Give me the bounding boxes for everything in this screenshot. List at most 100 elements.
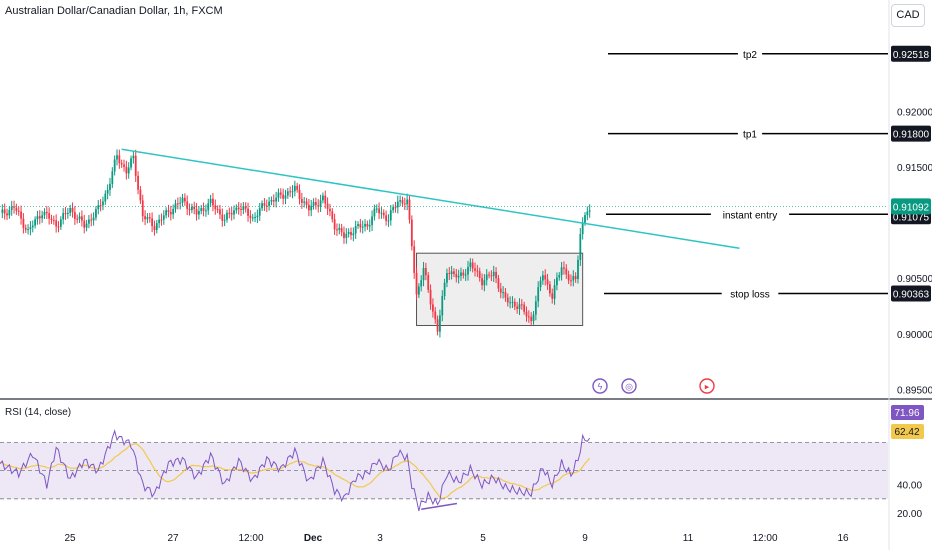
candle-body xyxy=(169,211,172,215)
candle-body xyxy=(340,227,343,233)
candle-body xyxy=(504,292,507,298)
candle-body xyxy=(382,212,385,216)
candle-body xyxy=(76,218,79,220)
candle-body xyxy=(95,209,97,218)
candle-body xyxy=(305,201,308,205)
candle-body xyxy=(581,222,584,235)
candle-body xyxy=(195,209,198,215)
candle-body xyxy=(50,218,53,221)
candle-body xyxy=(139,189,142,201)
candle-body xyxy=(523,304,526,312)
flag-icon-glyph: ▸ xyxy=(705,382,710,392)
price-level-badge xyxy=(891,125,931,142)
candle-body xyxy=(272,200,275,202)
candle-body xyxy=(127,167,130,174)
lightning-icon xyxy=(592,378,608,394)
candle-body xyxy=(10,206,13,211)
candle-body xyxy=(219,209,221,215)
candle-body xyxy=(467,266,469,275)
trendline xyxy=(121,148,740,249)
candle-body xyxy=(551,293,554,299)
candle-body xyxy=(78,216,81,220)
candle-body xyxy=(155,223,158,231)
candle-body xyxy=(415,272,418,295)
candle-body xyxy=(123,164,125,167)
candle-body xyxy=(296,185,299,190)
candle-body xyxy=(443,282,446,297)
candle-body xyxy=(343,232,345,238)
candle-body xyxy=(534,301,537,315)
price-tick-label: 0.90000 xyxy=(897,330,932,341)
candle-body xyxy=(282,194,285,199)
candle-body xyxy=(331,211,334,220)
candle-body xyxy=(242,206,245,210)
candle-body xyxy=(233,210,235,215)
candle-body xyxy=(413,246,416,273)
time-tick-label: 12:00 xyxy=(752,533,777,544)
candle-body xyxy=(88,219,90,224)
candle-body xyxy=(179,202,182,204)
candle-body xyxy=(469,262,472,267)
candle-body xyxy=(373,208,376,217)
candle-body xyxy=(457,275,460,278)
candle-body xyxy=(275,197,278,202)
candle-body xyxy=(64,213,67,215)
candle-body xyxy=(549,284,551,294)
candle-body xyxy=(15,207,18,211)
candle-body xyxy=(104,193,107,202)
candle-body xyxy=(258,208,261,216)
rsi-line xyxy=(0,429,591,512)
candle-body xyxy=(230,213,233,215)
candle-body xyxy=(392,207,395,211)
candle-body xyxy=(429,289,432,305)
candle-body xyxy=(27,229,29,231)
candle-body xyxy=(251,217,254,219)
price-tick-label: 0.91500 xyxy=(897,163,932,174)
candle-body xyxy=(48,213,51,219)
candle-body xyxy=(474,268,476,271)
candle-body xyxy=(471,262,474,269)
currency-button[interactable]: CAD xyxy=(891,4,925,27)
candle-body xyxy=(200,208,203,212)
candle-body xyxy=(588,210,591,212)
candle-body xyxy=(450,271,453,275)
candle-body xyxy=(527,316,530,318)
candle-body xyxy=(556,277,558,286)
chart-title: Australian Dollar/Canadian Dollar, 1h, F… xyxy=(5,5,223,17)
candle-body xyxy=(109,183,111,191)
rsi-ma-badge-text: 62.42 xyxy=(894,427,919,438)
candle-body xyxy=(69,207,72,214)
candle-body xyxy=(410,219,413,247)
candle-body xyxy=(497,278,500,289)
candle-body xyxy=(518,304,521,309)
rsi-value-badge-text: 71.96 xyxy=(894,408,919,419)
candle-body xyxy=(485,274,488,281)
flag-icon xyxy=(699,378,715,394)
candle-body xyxy=(446,273,448,283)
news-icon-glyph: ◎ xyxy=(625,382,633,392)
candle-body xyxy=(502,292,504,294)
candle-body xyxy=(186,201,189,209)
candle-body xyxy=(137,175,139,190)
candle-body xyxy=(441,296,444,316)
candle-body xyxy=(537,287,540,302)
rsi-divergence-line xyxy=(421,502,458,511)
candle-body xyxy=(244,206,247,209)
candle-body xyxy=(85,223,88,228)
candle-body xyxy=(256,215,259,217)
candle-body xyxy=(492,271,495,276)
candle-body xyxy=(36,216,39,220)
candle-body xyxy=(516,306,519,309)
candle-body xyxy=(572,276,575,281)
candle-body xyxy=(20,211,22,219)
candle-body xyxy=(198,211,200,215)
price-level-label-bg xyxy=(737,126,763,140)
time-tick-label: 25 xyxy=(64,533,76,544)
candle-body xyxy=(183,197,186,202)
candle-body xyxy=(106,190,109,194)
candle-body xyxy=(329,208,331,212)
candle-body xyxy=(530,316,533,322)
candle-body xyxy=(303,201,306,203)
candle-body xyxy=(464,274,467,276)
